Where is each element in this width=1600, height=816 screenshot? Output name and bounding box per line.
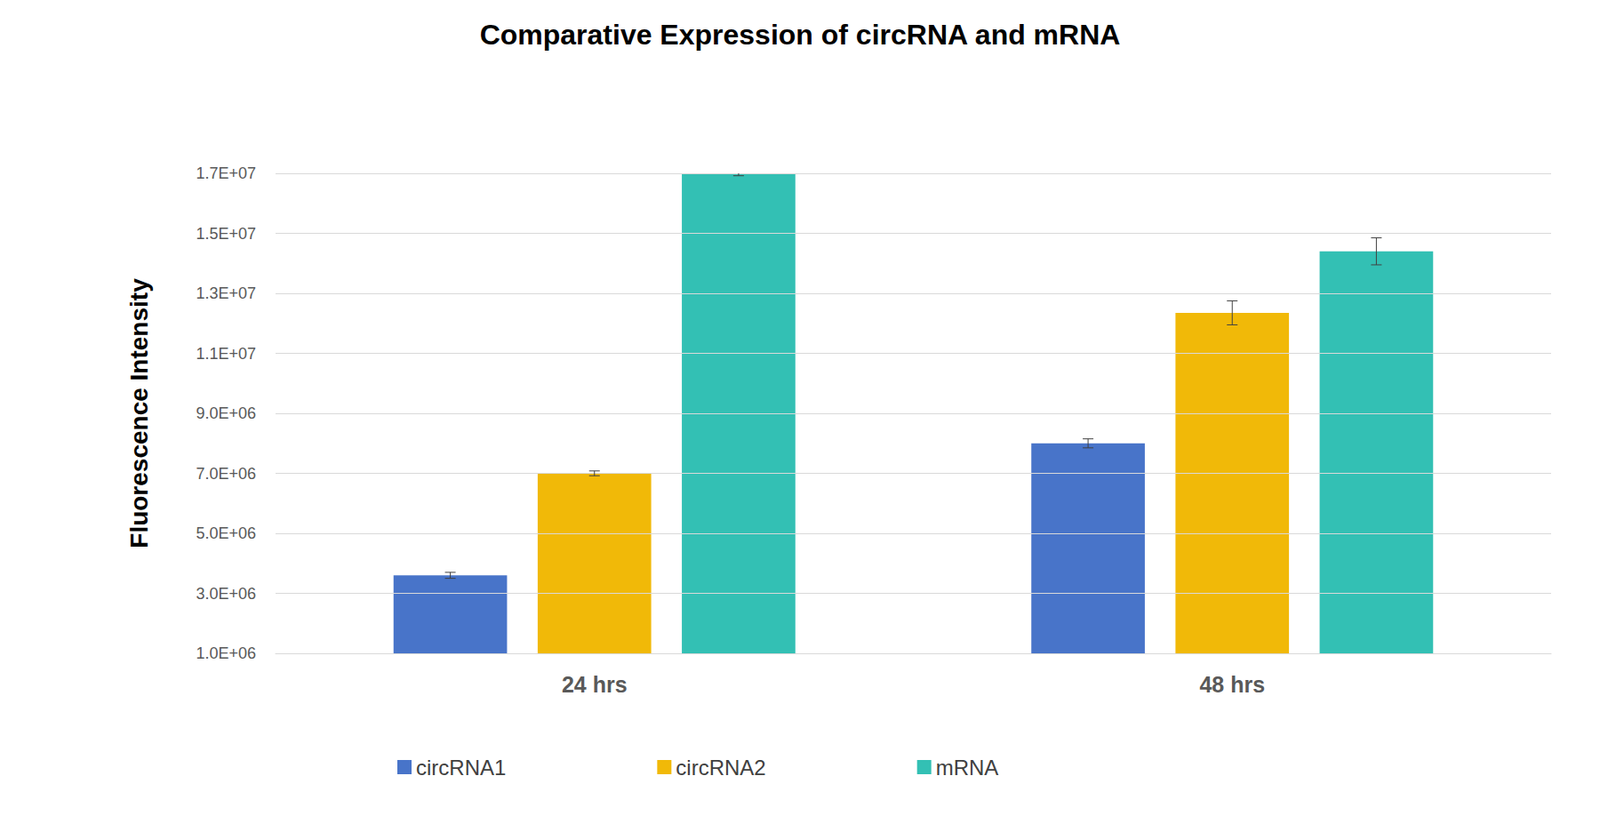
svg-text:9.0E+06: 9.0E+06 <box>195 404 256 423</box>
svg-text:circRNA1: circRNA1 <box>416 755 506 780</box>
svg-text:1.3E+07: 1.3E+07 <box>195 284 256 303</box>
svg-text:48 hrs: 48 hrs <box>1199 672 1265 697</box>
svg-text:1.5E+07: 1.5E+07 <box>195 224 256 243</box>
svg-text:1.7E+07: 1.7E+07 <box>195 164 256 183</box>
svg-text:24 hrs: 24 hrs <box>561 672 628 697</box>
svg-text:7.0E+06: 7.0E+06 <box>195 464 256 483</box>
svg-text:5.0E+06: 5.0E+06 <box>195 524 256 543</box>
svg-text:Comparative Expression of circ: Comparative Expression of circRNA and mR… <box>480 18 1121 51</box>
svg-text:mRNA: mRNA <box>936 755 1000 780</box>
svg-text:1.1E+07: 1.1E+07 <box>195 344 256 363</box>
svg-text:Fluorescence Intensity: Fluorescence Intensity <box>125 278 153 549</box>
svg-text:1.0E+06: 1.0E+06 <box>195 644 256 663</box>
svg-text:3.0E+06: 3.0E+06 <box>195 584 256 603</box>
svg-text:circRNA2: circRNA2 <box>675 755 766 780</box>
